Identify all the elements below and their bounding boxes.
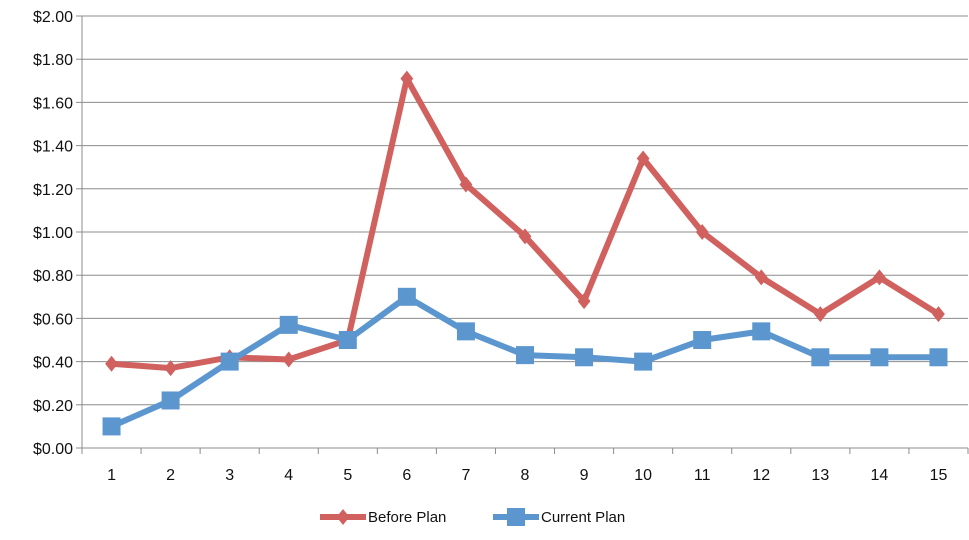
data-point [873, 269, 886, 286]
x-tick-label: 6 [402, 467, 411, 484]
data-point [516, 346, 534, 365]
legend-swatch-marker [507, 508, 525, 526]
data-point [813, 306, 827, 323]
data-point [161, 391, 180, 410]
legend-entry: Current Plan [493, 508, 625, 526]
legend: Before Plan Current Plan [320, 508, 625, 526]
series [102, 70, 948, 436]
y-tick-label: $0.80 [33, 268, 73, 285]
legend-label: Before Plan [368, 509, 446, 526]
series-line [108, 75, 942, 372]
data-point [338, 331, 357, 349]
x-tick-label: 10 [634, 467, 652, 484]
data-point [870, 348, 889, 367]
data-point [932, 306, 945, 323]
x-tick-label: 4 [284, 467, 293, 484]
data-point [400, 70, 414, 87]
data-point [752, 322, 771, 341]
x-tick-label: 5 [343, 467, 352, 484]
series-current-plan [102, 287, 948, 436]
axes: $0.00 $0.20 $0.40 $0.60 $0.80 $1.00 $1.20 $1.40… [33, 9, 969, 484]
x-tick-label: 9 [580, 467, 589, 484]
series-before-plan [105, 70, 945, 377]
x-tick-label: 2 [166, 467, 175, 484]
x-tick-label: 12 [752, 467, 770, 484]
data-point [577, 293, 591, 310]
y-tick-label: $0.60 [33, 311, 73, 328]
x-tick-label: 14 [871, 467, 889, 484]
legend-label: Current Plan [541, 509, 625, 526]
data-point [279, 315, 298, 334]
y-tick-label: $1.60 [33, 95, 73, 112]
data-point [164, 360, 177, 377]
data-point [456, 322, 475, 341]
y-tick-label: $1.20 [33, 182, 73, 199]
x-tick-label: 7 [461, 467, 470, 484]
x-tick-label: 13 [811, 467, 829, 484]
data-point [518, 228, 532, 245]
x-tick-label: 1 [107, 467, 116, 484]
data-point [220, 352, 239, 371]
data-point [634, 352, 653, 371]
data-point [754, 269, 768, 286]
legend-entry: Before Plan [320, 509, 446, 526]
data-point [693, 331, 712, 349]
data-point [102, 417, 121, 436]
data-point [695, 224, 709, 240]
x-tick-label: 8 [521, 467, 530, 484]
y-tick-label: $0.40 [33, 355, 73, 372]
data-point [397, 287, 416, 306]
y-tick-label: $2.00 [33, 9, 73, 26]
data-point [575, 348, 594, 367]
data-point [811, 348, 830, 367]
y-tick-label: $1.00 [33, 225, 73, 242]
data-point [636, 150, 650, 167]
y-tick-label: $1.40 [33, 139, 73, 156]
x-tick-label: 3 [225, 467, 234, 484]
data-point [929, 348, 948, 367]
x-tick-label: 15 [930, 467, 948, 484]
x-tick-label: 11 [694, 467, 711, 484]
y-tick-label: $1.80 [33, 52, 73, 69]
data-point [282, 351, 296, 368]
y-tick-label: $0.00 [33, 441, 73, 458]
data-point [459, 176, 473, 193]
legend-swatch-marker [336, 509, 350, 525]
y-tick-label: $0.20 [33, 398, 73, 415]
data-point [105, 355, 118, 372]
